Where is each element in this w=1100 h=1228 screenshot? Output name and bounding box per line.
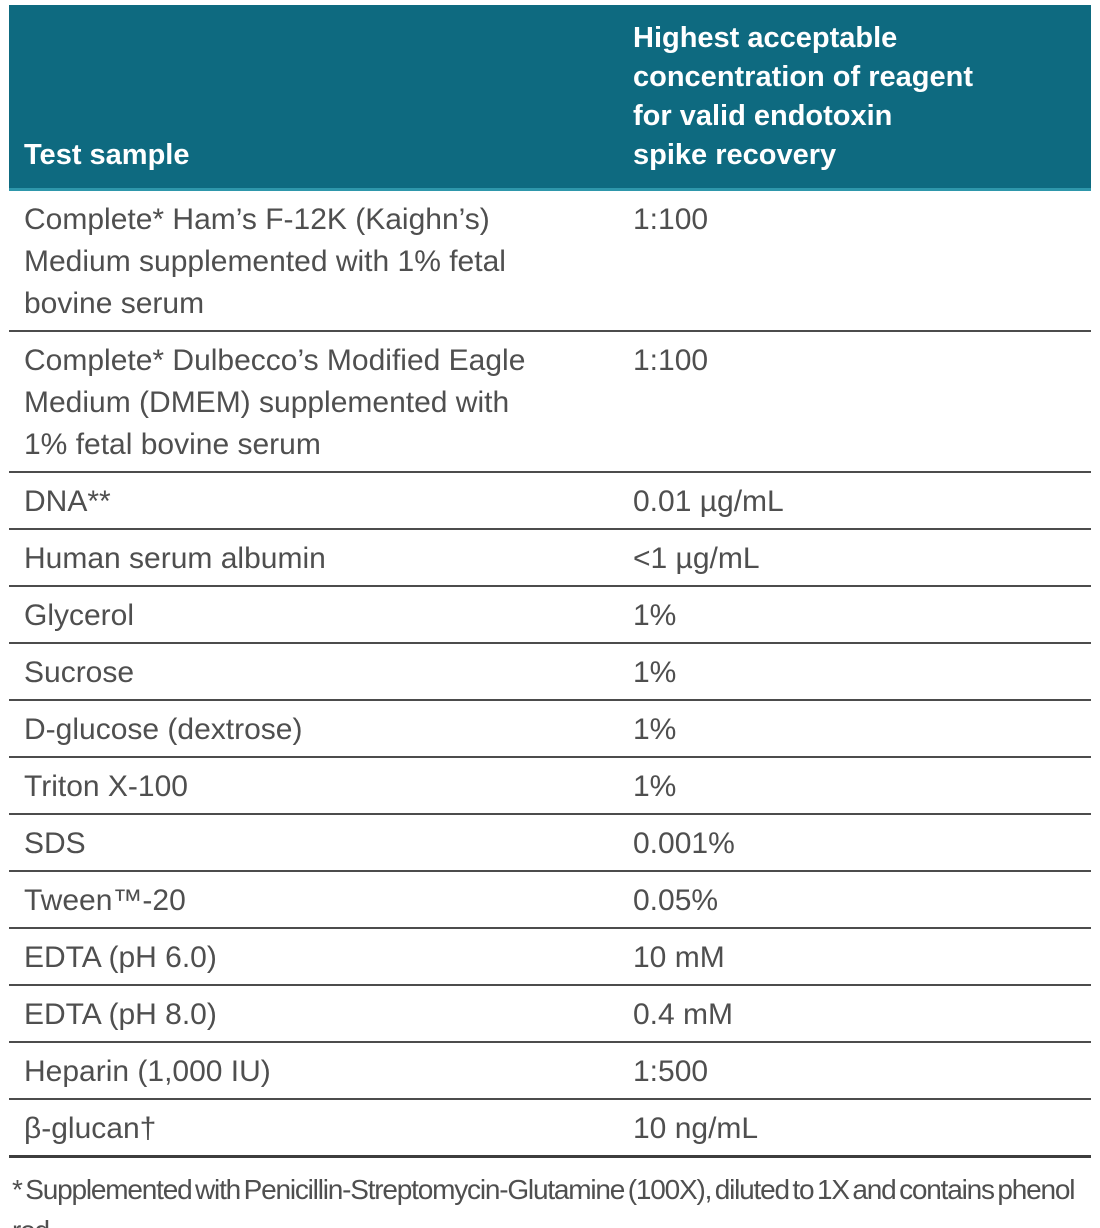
sample-cell: Human serum albumin [24, 542, 326, 575]
header-test-sample: Test sample [24, 139, 190, 171]
sample-cell: EDTA (pH 8.0) [24, 998, 217, 1031]
sample-cell: Complete* Dulbecco’s Modified Eagle Medi… [24, 344, 526, 461]
sample-cell: DNA** [24, 485, 111, 518]
sample-cell: SDS [24, 827, 86, 860]
sample-cell: Complete* Ham’s F-12K (Kaighn’s) Medium … [24, 203, 506, 320]
reagent-table: Test sample Highest acceptable concentra… [9, 5, 1091, 1158]
sample-cell: Glycerol [24, 599, 135, 632]
value-cell: 0.001% [633, 827, 735, 860]
value-cell: 1% [633, 770, 677, 803]
table-row: Triton X-100 1% [9, 758, 1091, 815]
value-cell: 0.01 µg/mL [633, 485, 784, 518]
sample-cell: D-glucose (dextrose) [24, 713, 303, 746]
value-cell: 0.4 mM [633, 998, 734, 1031]
value-cell: 1:500 [633, 1055, 709, 1088]
table-row: EDTA (pH 6.0) 10 mM [9, 929, 1091, 986]
value-cell: 0.05% [633, 884, 719, 917]
table-header: Test sample Highest acceptable concentra… [9, 5, 1091, 191]
table-body: Complete* Ham’s F-12K (Kaighn’s) Medium … [9, 191, 1091, 1158]
table-row: Heparin (1,000 IU) 1:500 [9, 1043, 1091, 1100]
value-cell: 10 ng/mL [633, 1112, 759, 1145]
value-cell: 1% [633, 656, 677, 689]
value-cell: 1% [633, 713, 677, 746]
footnotes: * Supplemented with Penicillin-Streptomy… [9, 1169, 1091, 1228]
sample-cell: Tween™-20 [24, 884, 186, 917]
sample-cell: Heparin (1,000 IU) [24, 1055, 271, 1088]
footnote-supplemented: * Supplemented with Penicillin-Streptomy… [12, 1174, 1075, 1228]
table-row: Sucrose 1% [9, 644, 1091, 701]
sample-cell: β-glucan† [24, 1112, 157, 1145]
header-highest-acceptable-concentration: Highest acceptable concentration of reag… [633, 22, 973, 171]
sample-cell: Sucrose [24, 656, 135, 689]
table-row: Complete* Ham’s F-12K (Kaighn’s) Medium … [9, 191, 1091, 332]
value-cell: 1:100 [633, 203, 709, 236]
value-cell: <1 µg/mL [633, 542, 760, 575]
sample-cell: EDTA (pH 6.0) [24, 941, 217, 974]
sample-cell: Triton X-100 [24, 770, 188, 803]
table-row: SDS 0.001% [9, 815, 1091, 872]
table-row: D-glucose (dextrose) 1% [9, 701, 1091, 758]
table-row: DNA** 0.01 µg/mL [9, 473, 1091, 530]
table-row: Tween™-20 0.05% [9, 872, 1091, 929]
table-row: β-glucan† 10 ng/mL [9, 1100, 1091, 1158]
value-cell: 1:100 [633, 344, 709, 377]
value-cell: 1% [633, 599, 677, 632]
table-row: Human serum albumin <1 µg/mL [9, 530, 1091, 587]
value-cell: 10 mM [633, 941, 725, 974]
table-row: EDTA (pH 8.0) 0.4 mM [9, 986, 1091, 1043]
table-row: Glycerol 1% [9, 587, 1091, 644]
table-row: Complete* Dulbecco’s Modified Eagle Medi… [9, 332, 1091, 473]
